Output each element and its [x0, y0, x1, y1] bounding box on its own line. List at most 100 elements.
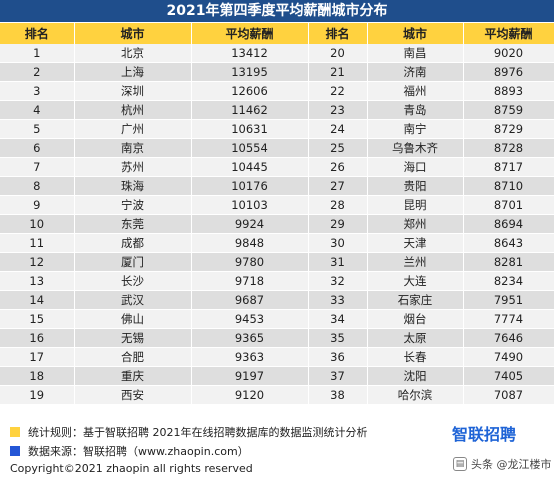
salary-cell: 7087 [463, 385, 554, 406]
rank-cell: 36 [308, 347, 368, 368]
toutiao-icon: ▤ [453, 457, 467, 471]
rank-cell: 33 [308, 290, 368, 311]
table-row: 13 长沙 9718 32 大连 8234 [0, 271, 554, 292]
city-cell: 南宁 [367, 119, 464, 140]
city-cell: 宁波 [74, 195, 192, 216]
header-rank-2: 排名 [308, 23, 368, 44]
salary-cell: 13195 [191, 62, 309, 83]
city-cell: 郑州 [367, 214, 464, 235]
salary-cell: 8694 [463, 214, 554, 235]
rank-cell: 1 [0, 44, 75, 64]
rank-cell: 5 [0, 119, 75, 140]
salary-cell: 9365 [191, 328, 309, 349]
city-cell: 兰州 [367, 252, 464, 273]
rank-cell: 20 [308, 44, 368, 64]
copyright: Copyright©2021 zhaopin all rights reserv… [10, 462, 253, 475]
rank-cell: 34 [308, 309, 368, 330]
rank-cell: 37 [308, 366, 368, 387]
watermark-text: 头条 @龙江楼市 [471, 458, 552, 471]
salary-cell: 10176 [191, 176, 309, 197]
city-cell: 上海 [74, 62, 192, 83]
table-row: 10 东莞 9924 29 郑州 8694 [0, 214, 554, 235]
rule-note: 统计规则：基于智联招聘 2021年在线招聘数据库的数据监测统计分析 [10, 424, 368, 440]
source-note-text: 数据来源：智联招聘（www.zhaopin.com） [28, 445, 249, 458]
salary-cell: 9718 [191, 271, 309, 292]
salary-cell: 9924 [191, 214, 309, 235]
salary-cell: 8893 [463, 81, 554, 102]
salary-table: 排名 城市 平均薪酬 排名 城市 平均薪酬 1 北京 13412 20 南昌 9020 2 上… [0, 23, 554, 406]
city-cell: 长春 [367, 347, 464, 368]
rank-cell: 4 [0, 100, 75, 121]
table-row: 17 合肥 9363 36 长春 7490 [0, 347, 554, 368]
salary-cell: 8759 [463, 100, 554, 121]
city-cell: 重庆 [74, 366, 192, 387]
rank-cell: 8 [0, 176, 75, 197]
city-cell: 福州 [367, 81, 464, 102]
city-cell: 大连 [367, 271, 464, 292]
salary-cell: 9363 [191, 347, 309, 368]
table-row: 12 厦门 9780 31 兰州 8281 [0, 252, 554, 273]
table-row: 1 北京 13412 20 南昌 9020 [0, 44, 554, 64]
page-title: 2021年第四季度平均薪酬城市分布 [0, 0, 554, 22]
yellow-square-icon [10, 427, 20, 437]
salary-cell: 10103 [191, 195, 309, 216]
table-row: 18 重庆 9197 37 沈阳 7405 [0, 366, 554, 387]
city-cell: 青岛 [367, 100, 464, 121]
city-cell: 贵阳 [367, 176, 464, 197]
salary-cell: 8643 [463, 233, 554, 254]
table-row: 14 武汉 9687 33 石家庄 7951 [0, 290, 554, 311]
salary-cell: 12606 [191, 81, 309, 102]
rank-cell: 38 [308, 385, 368, 406]
rank-cell: 31 [308, 252, 368, 273]
salary-cell: 8710 [463, 176, 554, 197]
salary-cell: 7646 [463, 328, 554, 349]
rank-cell: 24 [308, 119, 368, 140]
rank-cell: 32 [308, 271, 368, 292]
table-row: 15 佛山 9453 34 烟台 7774 [0, 309, 554, 330]
salary-cell: 8701 [463, 195, 554, 216]
source-note: 数据来源：智联招聘（www.zhaopin.com） [10, 443, 249, 459]
salary-cell: 7405 [463, 366, 554, 387]
salary-cell: 10554 [191, 138, 309, 159]
zhaopin-logo: 智联招聘 [452, 425, 517, 444]
rank-cell: 17 [0, 347, 75, 368]
table-body: 1 北京 13412 20 南昌 9020 2 上海 13195 21 济南 8976 3 深圳 12606… [0, 44, 554, 406]
rank-cell: 11 [0, 233, 75, 254]
salary-cell: 9848 [191, 233, 309, 254]
salary-cell: 7490 [463, 347, 554, 368]
salary-cell: 13412 [191, 44, 309, 64]
rank-cell: 13 [0, 271, 75, 292]
rank-cell: 21 [308, 62, 368, 83]
header-salary-2: 平均薪酬 [463, 23, 554, 44]
city-cell: 太原 [367, 328, 464, 349]
city-cell: 苏州 [74, 157, 192, 178]
rank-cell: 2 [0, 62, 75, 83]
rank-cell: 23 [308, 100, 368, 121]
city-cell: 长沙 [74, 271, 192, 292]
rank-cell: 29 [308, 214, 368, 235]
city-cell: 乌鲁木齐 [367, 138, 464, 159]
table-row: 2 上海 13195 21 济南 8976 [0, 62, 554, 83]
city-cell: 济南 [367, 62, 464, 83]
blue-square-icon [10, 446, 20, 456]
city-cell: 沈阳 [367, 366, 464, 387]
footer: 统计规则：基于智联招聘 2021年在线招聘数据库的数据监测统计分析 数据来源：智… [0, 416, 554, 482]
header-city-2: 城市 [367, 23, 464, 44]
rank-cell: 10 [0, 214, 75, 235]
salary-cell: 8281 [463, 252, 554, 273]
salary-cell: 8976 [463, 62, 554, 83]
header-city: 城市 [74, 23, 192, 44]
salary-cell: 7774 [463, 309, 554, 330]
table-row: 19 西安 9120 38 哈尔滨 7087 [0, 385, 554, 406]
city-cell: 昆明 [367, 195, 464, 216]
salary-cell: 9020 [463, 44, 554, 64]
city-cell: 西安 [74, 385, 192, 406]
city-cell: 杭州 [74, 100, 192, 121]
rank-cell: 16 [0, 328, 75, 349]
city-cell: 成都 [74, 233, 192, 254]
table-row: 16 无锡 9365 35 太原 7646 [0, 328, 554, 349]
salary-cell: 9780 [191, 252, 309, 273]
rank-cell: 26 [308, 157, 368, 178]
city-cell: 无锡 [74, 328, 192, 349]
table-row: 5 广州 10631 24 南宁 8729 [0, 119, 554, 140]
